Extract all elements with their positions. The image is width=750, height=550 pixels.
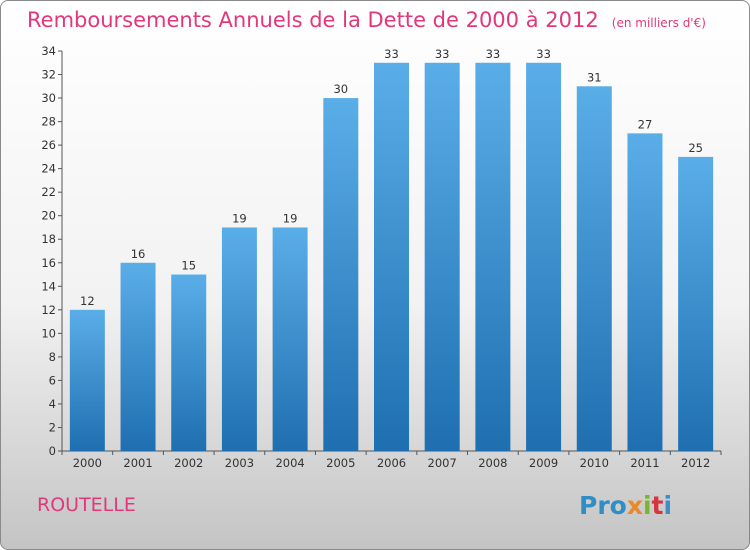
y-tick-label: 32	[41, 68, 56, 82]
x-tick-label-2001: 2001	[123, 456, 152, 470]
logo-part-2: x	[626, 491, 643, 520]
data-label-2009: 33	[536, 47, 551, 61]
bars	[69, 62, 714, 451]
data-label-2003: 19	[232, 211, 247, 225]
bar-2004	[272, 227, 308, 451]
y-tick-label: 34	[41, 44, 56, 58]
y-tick-label: 26	[41, 138, 56, 152]
bar-2010	[576, 86, 612, 451]
data-label-2002: 15	[181, 259, 196, 273]
data-label-2012: 25	[688, 141, 703, 155]
y-tick-label: 10	[41, 326, 56, 340]
x-tick-label-2004: 2004	[275, 456, 304, 470]
y-tick-label: 12	[41, 303, 56, 317]
proxiti-logo: Proxiti	[579, 491, 672, 520]
y-tick-label: 4	[49, 397, 56, 411]
x-tick-label-2007: 2007	[428, 456, 457, 470]
bar-2005	[323, 98, 359, 451]
bar-2007	[424, 62, 460, 451]
logo-part-1: Pro	[579, 491, 627, 520]
title-unit: (en milliers d'€)	[611, 16, 706, 30]
x-tick-label-2006: 2006	[377, 456, 406, 470]
x-tick-label-2012: 2012	[681, 456, 710, 470]
title-text: Remboursements Annuels de la Dette de 20…	[27, 8, 599, 32]
bar-2009	[526, 62, 562, 451]
bar-2003	[221, 227, 257, 451]
data-label-2006: 33	[384, 47, 399, 61]
commune-name: ROUTELLE	[37, 494, 136, 516]
x-tick-label-2003: 2003	[225, 456, 254, 470]
x-tick-label-2010: 2010	[580, 456, 609, 470]
y-tick-label: 24	[41, 162, 56, 176]
data-label-2007: 33	[435, 47, 450, 61]
y-tick-label: 8	[49, 350, 56, 364]
y-tick-label: 20	[41, 209, 56, 223]
data-label-2004: 19	[283, 211, 298, 225]
y-tick-label: 18	[41, 232, 56, 246]
data-labels: 12 16 15 19 19 30 33 33 33 33 31 27 25	[80, 47, 703, 308]
x-tick-label-2005: 2005	[326, 456, 355, 470]
data-label-2000: 12	[80, 294, 95, 308]
data-label-2010: 31	[587, 70, 602, 84]
y-tick-label: 28	[41, 115, 56, 129]
bar-2002	[171, 274, 207, 451]
x-tick-label-2009: 2009	[529, 456, 558, 470]
bar-2006	[374, 62, 409, 451]
bar-2012	[678, 156, 714, 451]
bar-2001	[120, 262, 156, 451]
x-tick-label-2008: 2008	[478, 456, 507, 470]
logo-part-4: t	[651, 491, 664, 520]
y-tick-label: 22	[41, 185, 56, 199]
x-tick-label-2011: 2011	[630, 456, 659, 470]
logo-part-3: i	[642, 491, 652, 520]
bar-2011	[627, 133, 663, 451]
y-tick-label: 0	[49, 444, 56, 458]
x-tick-label-2002: 2002	[174, 456, 203, 470]
data-label-2008: 33	[486, 47, 501, 61]
y-tick-label: 14	[41, 279, 56, 293]
bar-2008	[475, 62, 511, 451]
y-tick-label: 30	[41, 91, 56, 105]
bar-2000	[69, 309, 105, 451]
y-tick-label: 6	[49, 373, 56, 387]
data-label-2005: 30	[333, 82, 348, 96]
chart-title: Remboursements Annuels de la Dette de 20…	[27, 8, 706, 32]
x-tick-label-2000: 2000	[73, 456, 102, 470]
logo-part-5: i	[663, 491, 673, 520]
y-tick-label: 16	[41, 256, 56, 270]
data-label-2011: 27	[638, 117, 653, 131]
data-label-2001: 16	[131, 247, 146, 261]
y-tick-label: 2	[49, 420, 56, 434]
